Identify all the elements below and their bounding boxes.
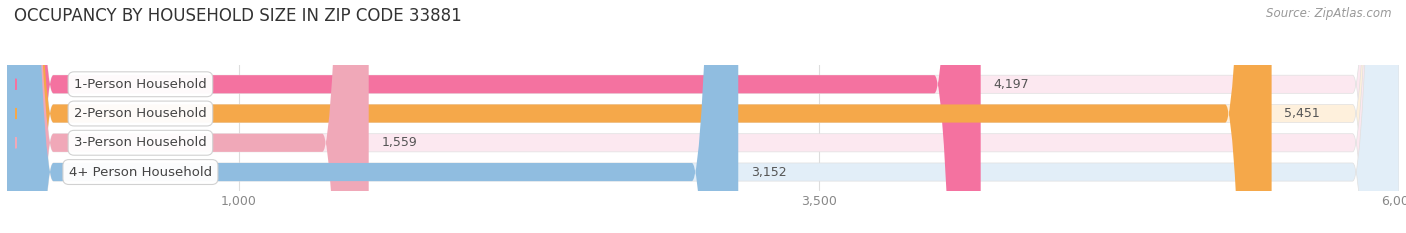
FancyBboxPatch shape bbox=[7, 0, 1271, 233]
Text: 5,451: 5,451 bbox=[1284, 107, 1320, 120]
FancyBboxPatch shape bbox=[7, 0, 368, 233]
FancyBboxPatch shape bbox=[7, 0, 981, 233]
Text: Source: ZipAtlas.com: Source: ZipAtlas.com bbox=[1267, 7, 1392, 20]
Text: 1-Person Household: 1-Person Household bbox=[75, 78, 207, 91]
Text: 2-Person Household: 2-Person Household bbox=[75, 107, 207, 120]
FancyBboxPatch shape bbox=[7, 0, 1399, 233]
Text: 3-Person Household: 3-Person Household bbox=[75, 136, 207, 149]
Text: 1,559: 1,559 bbox=[381, 136, 418, 149]
FancyBboxPatch shape bbox=[7, 0, 738, 233]
Text: 4,197: 4,197 bbox=[994, 78, 1029, 91]
Text: OCCUPANCY BY HOUSEHOLD SIZE IN ZIP CODE 33881: OCCUPANCY BY HOUSEHOLD SIZE IN ZIP CODE … bbox=[14, 7, 461, 25]
Text: 3,152: 3,152 bbox=[751, 165, 786, 178]
FancyBboxPatch shape bbox=[7, 0, 1399, 233]
FancyBboxPatch shape bbox=[7, 0, 1399, 233]
Text: 4+ Person Household: 4+ Person Household bbox=[69, 165, 212, 178]
FancyBboxPatch shape bbox=[7, 0, 1399, 233]
